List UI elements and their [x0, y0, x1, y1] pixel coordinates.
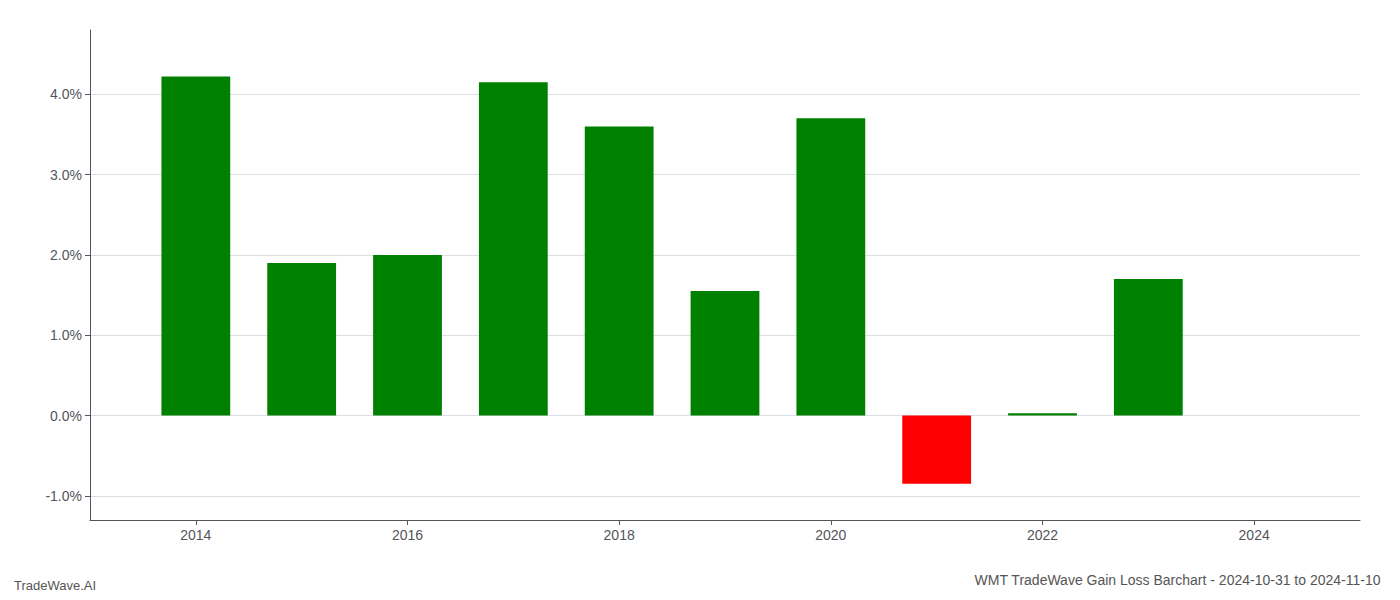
svg-text:0.0%: 0.0%	[50, 408, 82, 424]
svg-text:2.0%: 2.0%	[50, 247, 82, 263]
svg-text:-1.0%: -1.0%	[45, 488, 82, 504]
svg-text:3.0%: 3.0%	[50, 167, 82, 183]
svg-text:1.0%: 1.0%	[50, 327, 82, 343]
svg-text:WMT TradeWave Gain Loss Barcha: WMT TradeWave Gain Loss Barchart - 2024-…	[975, 572, 1381, 588]
svg-text:2016: 2016	[392, 527, 423, 543]
svg-text:2018: 2018	[604, 527, 635, 543]
svg-text:TradeWave.AI: TradeWave.AI	[14, 578, 96, 593]
svg-text:2022: 2022	[1027, 527, 1058, 543]
svg-text:2024: 2024	[1239, 527, 1270, 543]
svg-text:4.0%: 4.0%	[50, 86, 82, 102]
svg-text:2020: 2020	[815, 527, 846, 543]
svg-text:2014: 2014	[180, 527, 211, 543]
